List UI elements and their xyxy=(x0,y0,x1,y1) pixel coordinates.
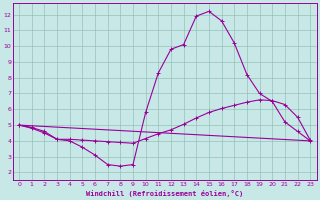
X-axis label: Windchill (Refroidissement éolien,°C): Windchill (Refroidissement éolien,°C) xyxy=(86,190,243,197)
